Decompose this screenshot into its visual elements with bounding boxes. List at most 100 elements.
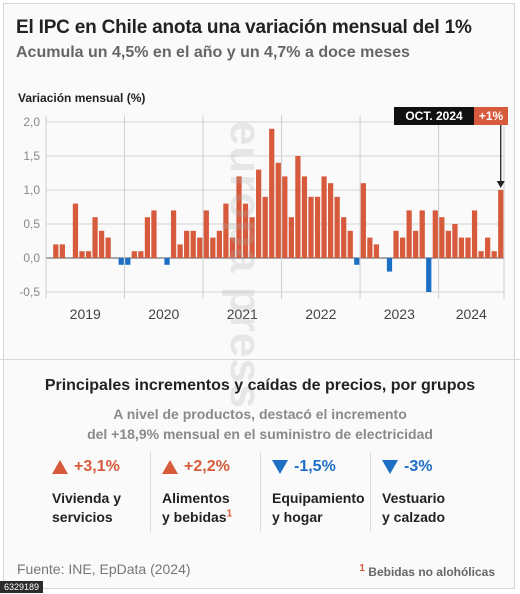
y-tick-label: 1,5 — [23, 149, 40, 163]
bar — [79, 251, 85, 258]
bar — [295, 156, 301, 258]
bar — [413, 230, 419, 258]
triangle-down-icon — [382, 460, 398, 474]
bar — [406, 210, 412, 258]
bar — [190, 230, 196, 258]
category-label: Alimentos y bebidas1 — [162, 489, 258, 527]
bar — [216, 230, 223, 258]
section-note-line-2: del +18,9% mensual en el suministro de e… — [87, 426, 433, 442]
y-axis-label: Variación mensual (%) — [18, 91, 145, 105]
footnote-marker: 1 — [226, 508, 233, 520]
bar — [170, 210, 177, 258]
footnote-mark: 1 — [359, 563, 365, 574]
bar — [85, 251, 92, 258]
x-year-label: 2019 — [70, 306, 101, 322]
category-list: +3,1% Vivienda y servicios +2,2% Aliment… — [40, 452, 480, 534]
bar — [144, 217, 151, 258]
category-label-line-1: Alimentos — [162, 490, 230, 506]
ipc-bar-chart: Variación mensual (%) 2,0 1,5 1,0 0,5 0,0 -0,5… — [18, 91, 508, 322]
bar — [242, 203, 249, 258]
bar — [314, 196, 321, 258]
y-tick-label: 1,0 — [23, 183, 40, 197]
category-label-line-2: y calzado — [382, 509, 446, 525]
bar — [184, 230, 190, 258]
category-label-line-2: servicios — [52, 509, 113, 525]
bar — [131, 251, 137, 258]
bar — [262, 196, 268, 258]
bar — [327, 183, 334, 258]
bar — [347, 230, 353, 258]
triangle-up-icon — [162, 460, 178, 474]
footnote: 1 Bebidas no alohólicas — [359, 563, 495, 579]
section-title: Principales incrementos y caídas de prec… — [44, 377, 476, 394]
bar — [452, 224, 458, 258]
annotation-value-label: +1% — [479, 109, 504, 123]
category-vestuario: -3% Vestuario y calzado — [370, 452, 480, 534]
bar — [341, 217, 347, 258]
bar — [308, 196, 314, 258]
bar — [485, 237, 491, 258]
category-label-line-1: Vivienda y — [52, 490, 122, 506]
bar — [269, 128, 275, 258]
y-tick-label: 0,5 — [23, 217, 40, 231]
bar — [256, 169, 262, 258]
bar — [445, 230, 452, 258]
bar — [471, 210, 478, 258]
bar — [92, 217, 98, 258]
x-year-label: 2021 — [227, 306, 258, 322]
y-tick-label: -0,5 — [19, 285, 40, 299]
x-year-label: 2023 — [384, 306, 415, 322]
category-equipamiento: -1,5% Equipamiento y hogar — [260, 452, 370, 534]
section-divider — [0, 359, 520, 360]
bar — [301, 176, 308, 258]
bar — [354, 258, 360, 265]
bar — [334, 196, 340, 258]
category-value: +2,2% — [184, 458, 230, 475]
x-year-label: 2022 — [305, 306, 336, 322]
x-year-label: 2020 — [148, 306, 179, 322]
category-label: Equipamiento y hogar — [272, 489, 368, 527]
category-label: Vivienda y servicios — [52, 489, 148, 527]
category-alimentos: +2,2% Alimentos y bebidas1 — [150, 452, 260, 534]
bar — [478, 251, 484, 258]
y-tick-label: 2,0 — [23, 115, 40, 129]
annotation-value-box — [474, 107, 508, 125]
triangle-down-icon — [272, 460, 288, 474]
section-note-line-1: A nivel de productos, destacó el increme… — [113, 406, 407, 422]
source-note: Fuente: INE, EpData (2024) — [17, 561, 191, 577]
bar — [138, 251, 144, 258]
triangle-up-icon — [52, 460, 68, 474]
annotation-arrow-head — [496, 181, 505, 188]
bar — [164, 258, 170, 265]
bar — [197, 237, 203, 258]
bar — [360, 183, 366, 258]
bar — [465, 237, 471, 258]
category-value: -1,5% — [294, 458, 336, 475]
bar — [210, 237, 216, 258]
bar — [59, 244, 65, 258]
bar — [177, 244, 183, 258]
annotation-date-box — [394, 107, 474, 125]
bar — [399, 237, 406, 258]
bar — [282, 176, 288, 258]
annotation-date-label: OCT. 2024 — [405, 109, 463, 123]
bar — [491, 251, 497, 258]
category-label: Vestuario y calzado — [382, 489, 478, 527]
bar — [321, 176, 327, 258]
bar — [432, 210, 438, 258]
bar — [249, 217, 255, 258]
y-tick-label: 0,0 — [23, 251, 40, 265]
category-label-line-1: Equipamiento — [272, 490, 365, 506]
bar — [203, 210, 209, 258]
bar — [53, 244, 59, 258]
bar — [419, 210, 425, 258]
bar — [151, 210, 157, 258]
bar — [498, 190, 504, 258]
category-label-line-1: Vestuario — [382, 490, 446, 506]
category-label-line-2: y bebidas — [162, 509, 227, 525]
bar — [288, 217, 294, 258]
bar — [236, 176, 242, 258]
bar — [72, 203, 79, 258]
bar — [367, 237, 373, 258]
bar — [105, 237, 111, 258]
